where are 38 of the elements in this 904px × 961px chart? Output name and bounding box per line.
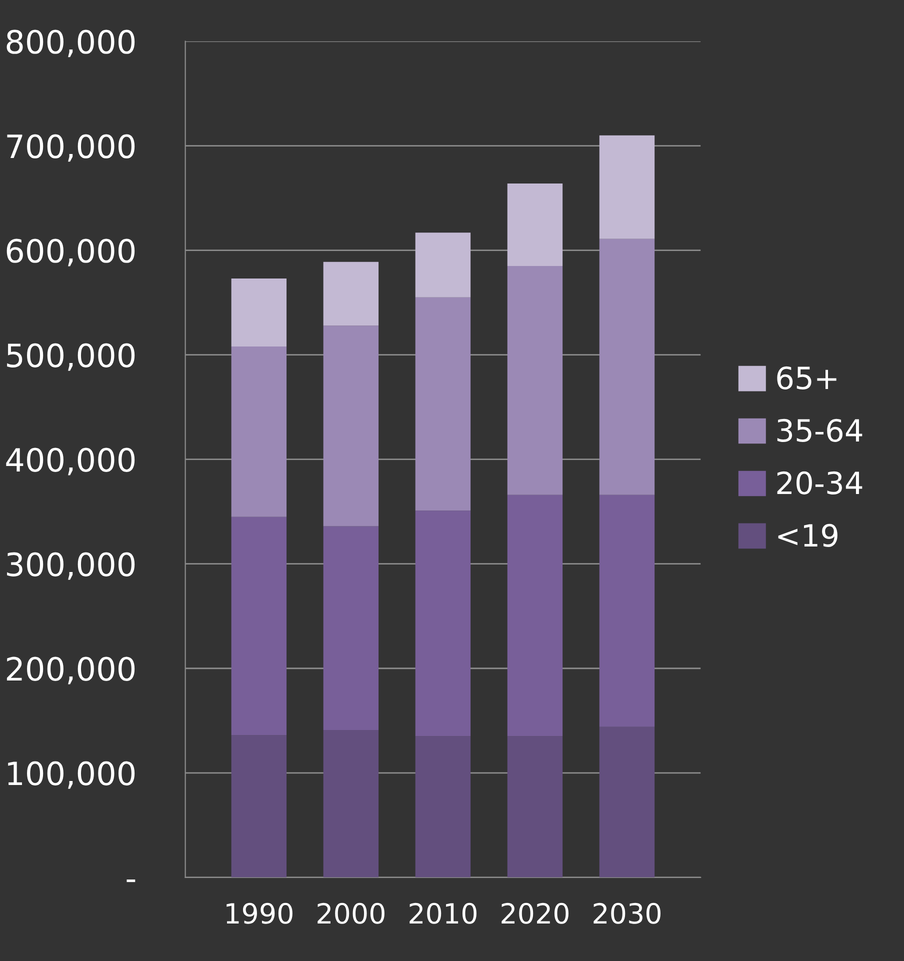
bar xyxy=(507,183,563,266)
x-tick-label: 2030 xyxy=(594,902,660,924)
y-tick-label: 200,000 xyxy=(6,656,135,684)
bar xyxy=(415,736,471,878)
bar xyxy=(231,278,287,346)
bar xyxy=(507,736,563,878)
bar xyxy=(231,735,287,878)
bar xyxy=(599,726,655,878)
bar xyxy=(323,730,379,878)
y-tick-label: 100,000 xyxy=(8,761,135,789)
x-tick-label: 1990 xyxy=(226,902,292,924)
bar xyxy=(599,135,655,239)
bar xyxy=(415,510,471,736)
legend-label: <19 xyxy=(778,524,838,547)
y-tick-label: 400,000 xyxy=(6,448,135,476)
legend-label: 35-64 xyxy=(777,418,862,442)
bar xyxy=(507,266,563,495)
bar xyxy=(415,232,471,298)
bar xyxy=(323,326,379,526)
bar xyxy=(599,494,655,727)
legend-label: 65+ xyxy=(777,366,836,390)
x-tick-label: 2000 xyxy=(318,902,384,924)
bar xyxy=(231,516,287,736)
bar xyxy=(323,262,379,326)
x-tick-label: 2010 xyxy=(410,902,476,924)
bar xyxy=(415,297,471,511)
y-tick-label: 700,000 xyxy=(7,134,135,162)
x-tick-label: 2020 xyxy=(502,902,568,924)
bar xyxy=(323,526,379,730)
y-tick-label: 300,000 xyxy=(7,552,135,580)
y-tick-label: 500,000 xyxy=(7,343,135,371)
y-tick-label: 600,000 xyxy=(6,238,135,266)
bar xyxy=(507,494,563,736)
bar xyxy=(231,346,287,517)
bar xyxy=(599,238,655,495)
y-tick-label: 800,000 xyxy=(6,30,135,58)
legend-label: 20-34 xyxy=(777,471,862,494)
y-tick-label: - xyxy=(126,880,136,882)
